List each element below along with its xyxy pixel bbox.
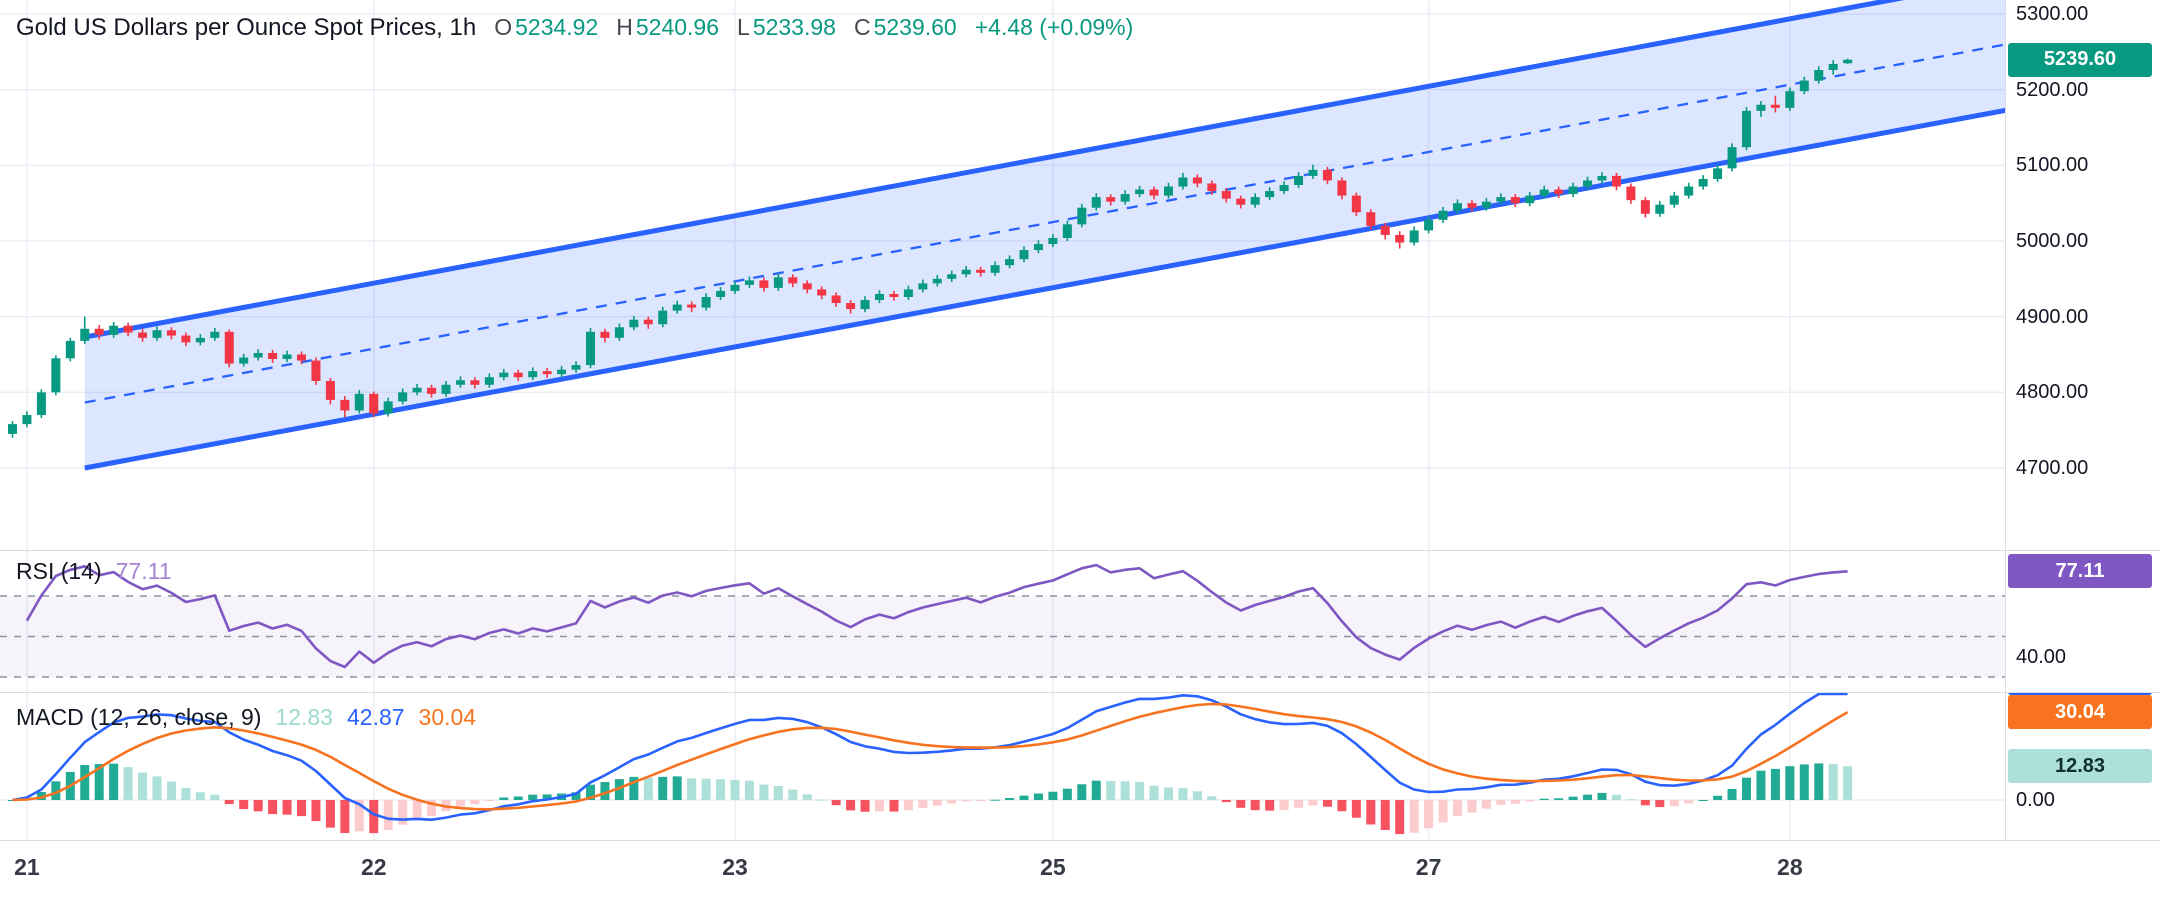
price-axis-label: 5000.00 <box>2016 230 2089 252</box>
price-chart-canvas[interactable] <box>0 0 2005 550</box>
rsi-badge: 77.11 <box>2008 554 2152 589</box>
price-axis-label: 5100.00 <box>2016 154 2089 177</box>
price-axis-label: 4700.00 <box>2016 457 2089 479</box>
time-axis[interactable]: 21 22 23 25 27 28 <box>0 840 2160 902</box>
main-legend: Gold US Dollars per Ounce Spot Prices, 1… <box>16 14 1133 42</box>
last-price-badge: 5239.60 <box>2008 42 2152 77</box>
ohlc-open: O 5234.92 <box>494 14 598 41</box>
low-label: L <box>737 14 750 40</box>
time-axis-label: 28 <box>1777 854 1803 880</box>
high-label: H <box>616 14 633 40</box>
price-axis-label: 5200.00 <box>2016 78 2089 101</box>
macd-title[interactable]: MACD (12, 26, close, 9) <box>16 704 262 730</box>
close-label: C <box>853 14 871 40</box>
macd-legend: MACD (12, 26, close, 9) 12.83 42.87 30.0… <box>16 704 476 731</box>
macd-signal-badge: 30.04 <box>2008 695 2152 730</box>
close-value: 5239.60 <box>873 14 957 40</box>
price-pane: Gold US Dollars per Ounce Spot Prices, 1… <box>0 0 2152 550</box>
low-value: 5233.98 <box>752 14 836 40</box>
open-value: 5234.92 <box>515 14 599 40</box>
time-axis-label: 25 <box>1040 854 1066 880</box>
pane-separator[interactable] <box>0 692 2160 693</box>
ohlc-close: C 5239.60 <box>854 14 957 41</box>
open-label: O <box>494 14 513 40</box>
macd-pane: MACD (12, 26, close, 9) 12.83 42.87 30.0… <box>0 692 2160 840</box>
time-axis-separator <box>0 840 2160 841</box>
rsi-legend: RSI (14) 77.11 <box>16 558 172 585</box>
pane-separator[interactable] <box>0 550 2160 551</box>
time-axis-label: 22 <box>360 854 387 880</box>
price-change: +4.48 (+0.09%) <box>974 14 1134 40</box>
price-axis-label: 4800.00 <box>2016 381 2089 404</box>
price-axis-label: 4900.00 <box>2016 305 2089 328</box>
rsi-canvas[interactable] <box>0 550 2005 692</box>
macd-line-badge: 42.87 <box>2008 692 2152 696</box>
macd-hist-badge: 12.83 <box>2008 749 2152 784</box>
rsi-pane: RSI (14) 77.11 77.11 40.00 <box>0 550 2160 692</box>
rsi-level-label: 40.00 <box>2016 645 2067 668</box>
macd-signal-value: 30.04 <box>418 704 477 730</box>
time-axis-label: 21 <box>14 854 40 880</box>
macd-line-value: 42.87 <box>346 704 405 730</box>
time-axis-label: 23 <box>722 854 748 880</box>
macd-hist-value: 12.83 <box>275 704 333 730</box>
price-axis-separator <box>2005 0 2006 840</box>
high-value: 5240.96 <box>635 14 720 40</box>
time-axis-label: 27 <box>1415 854 1442 880</box>
rsi-title[interactable]: RSI (14) <box>16 558 102 584</box>
rsi-value: 77.11 <box>115 558 172 584</box>
macd-zero-label: 0.00 <box>2016 789 2055 811</box>
price-axis-label: 5300.00 <box>2016 3 2089 25</box>
symbol-title[interactable]: Gold US Dollars per Ounce Spot Prices, 1… <box>16 14 477 41</box>
ohlc-high: H 5240.96 <box>616 14 719 41</box>
macd-canvas[interactable] <box>0 692 2005 840</box>
ohlc-low: L 5233.98 <box>737 14 836 41</box>
